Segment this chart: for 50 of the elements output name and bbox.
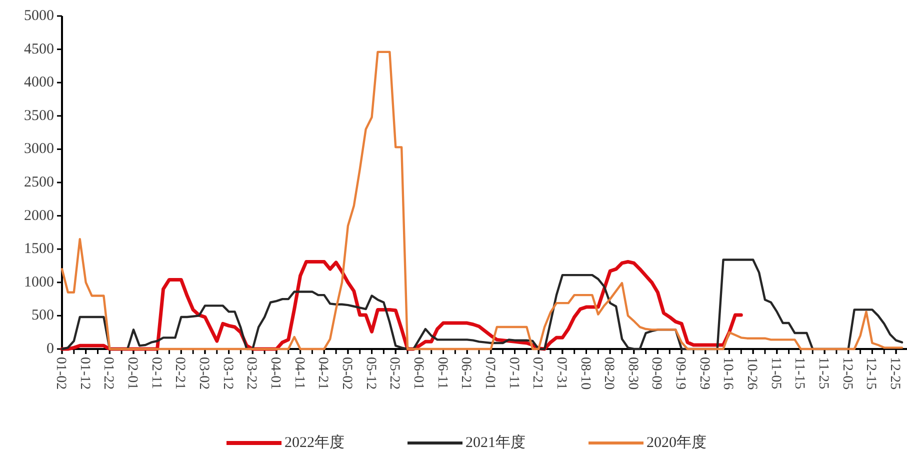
y-tick-label: 3000	[24, 141, 54, 158]
y-tick-label: 2500	[24, 174, 54, 190]
x-tick-label: 05-22	[386, 357, 402, 390]
y-tick-label: 5000	[24, 8, 54, 24]
x-tick-label: 07-01	[482, 357, 497, 390]
y-tick-label: 1500	[24, 241, 54, 258]
x-tick-label: 04-01	[267, 357, 282, 390]
x-tick-label: 03-22	[244, 357, 259, 390]
x-tick-label: 08-20	[601, 357, 616, 390]
x-tick-label: 08-10	[577, 357, 592, 390]
x-tick-label: 01-12	[76, 357, 92, 390]
x-tick-label: 06-21	[458, 357, 474, 390]
x-tick-label: 06-11	[434, 357, 450, 390]
x-tick-label: 01-02	[53, 357, 68, 390]
x-tick-label: 01-22	[100, 357, 116, 390]
y-tick-label: 4500	[24, 41, 54, 58]
x-tick-label: 11-05	[768, 357, 783, 390]
x-tick-label: 07-31	[553, 357, 568, 390]
y-tick-label: 3500	[24, 108, 54, 124]
x-tick-label: 05-12	[362, 357, 378, 390]
legend-label: 2021年度	[466, 434, 526, 451]
x-tick-label: 02-21	[172, 357, 188, 390]
x-tick-label: 03-02	[196, 357, 211, 390]
x-tick-label: 09-19	[672, 357, 688, 390]
y-tick-label: 500	[32, 308, 54, 324]
x-tick-label: 04-11	[291, 357, 306, 390]
x-tick-label: 11-25	[816, 357, 831, 390]
x-tick-label: 12-05	[839, 357, 854, 390]
x-tick-label: 06-01	[410, 357, 426, 390]
x-tick-label: 10-26	[744, 357, 760, 390]
x-tick-label: 09-29	[696, 357, 712, 390]
x-tick-label: 02-11	[148, 357, 164, 390]
x-tick-label: 03-12	[220, 357, 235, 390]
legend-label: 2020年度	[646, 434, 706, 451]
x-tick-label: 11-15	[792, 357, 807, 390]
x-tick-label: 07-11	[506, 357, 521, 390]
x-tick-label: 08-30	[624, 357, 640, 390]
y-tick-label: 1000	[24, 274, 54, 290]
y-tick-label: 4000	[24, 74, 54, 91]
y-tick-label: 0	[46, 341, 54, 357]
x-tick-label: 12-25	[887, 357, 902, 390]
y-tick-label: 2000	[24, 208, 54, 224]
x-tick-label: 09-09	[648, 357, 664, 390]
x-tick-label: 10-16	[720, 357, 736, 390]
x-tick-label: 02-01	[124, 357, 140, 390]
x-tick-label: 07-21	[530, 357, 545, 390]
x-tick-label: 05-02	[338, 357, 354, 390]
legend-label: 2022年度	[284, 434, 344, 451]
x-tick-label: 12-15	[863, 357, 878, 390]
x-tick-label: 04-21	[315, 357, 330, 390]
